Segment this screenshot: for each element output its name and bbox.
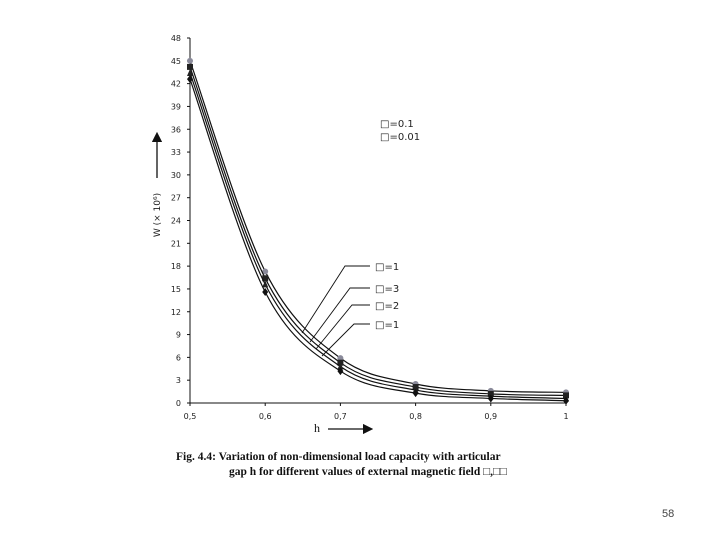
legend-label-1: □=1 (375, 262, 399, 273)
y-tick-label: 27 (171, 194, 181, 203)
series-line (189, 66, 567, 396)
y-tick-label: 30 (171, 171, 181, 180)
figure-caption: Fig. 4.4: Variation of non-dimensional l… (176, 450, 596, 480)
y-tick-label: 36 (171, 125, 181, 134)
y-tick-label: 3 (176, 376, 181, 385)
y-tick-label: 48 (171, 34, 181, 43)
x-tick-label: 0,5 (184, 412, 197, 421)
x-axis-label: h (314, 421, 320, 435)
y-tick-label: 45 (171, 57, 181, 66)
y-tick-label: 39 (171, 102, 181, 111)
legend-label-4: □=1 (375, 320, 399, 331)
data-point (487, 394, 494, 403)
callout-line-2 (309, 287, 370, 343)
x-tick-label: 0,8 (409, 412, 422, 421)
y-tick-label: 12 (171, 308, 181, 317)
x-tick-label: 0,9 (484, 412, 497, 421)
x-ticks: 0,5 0,6 0,7 0,8 0,9 1 (184, 403, 569, 421)
callout-line-1 (301, 265, 370, 334)
data-point (337, 355, 344, 362)
series-line (189, 60, 567, 393)
data-point (262, 268, 269, 275)
data-point (262, 287, 269, 296)
legend-callouts: □=1 □=3 □=2 □=1 (301, 262, 399, 357)
x-tick-label: 1 (563, 412, 568, 421)
y-tick-label: 6 (176, 353, 181, 362)
data-point (563, 396, 569, 405)
series-4 (187, 75, 569, 405)
callout-line-4 (321, 323, 370, 357)
data-point (337, 367, 344, 376)
series-2 (187, 63, 569, 399)
y-tick-label: 33 (171, 148, 181, 157)
data-point (262, 275, 269, 282)
series-1 (187, 57, 569, 396)
legend-label-3: □=2 (375, 301, 399, 312)
x-tick-label: 0,7 (334, 412, 347, 421)
y-tick-label: 42 (171, 80, 181, 89)
data-point (337, 362, 344, 370)
callout-line-3 (315, 304, 370, 350)
data-point (187, 57, 193, 64)
annotation-top-1: □=0.1 (380, 119, 414, 130)
y-tick-label: 18 (171, 262, 181, 271)
y-tick-label: 9 (176, 331, 181, 340)
data-point (262, 280, 269, 288)
data-point (187, 63, 193, 70)
data-point (187, 75, 193, 84)
y-tick-label: 15 (171, 285, 181, 294)
caption-line-1: Fig. 4.4: Variation of non-dimensional l… (176, 451, 501, 463)
legend-label-2: □=3 (375, 284, 399, 295)
y-tick-label: 21 (171, 239, 181, 248)
page-number: 58 (662, 508, 675, 520)
y-tick-label: 0 (176, 399, 181, 408)
series-layer (187, 57, 569, 405)
y-tick-label: 24 (171, 217, 181, 226)
caption-line-2: gap h for different values of external m… (229, 466, 507, 478)
data-point (187, 68, 193, 76)
annotation-top-2: □=0.01 (380, 132, 420, 143)
x-tick-label: 0,6 (259, 412, 272, 421)
series-3 (187, 68, 569, 402)
y-axis-label: W (× 10⁶) (153, 193, 163, 237)
data-point (412, 389, 419, 398)
